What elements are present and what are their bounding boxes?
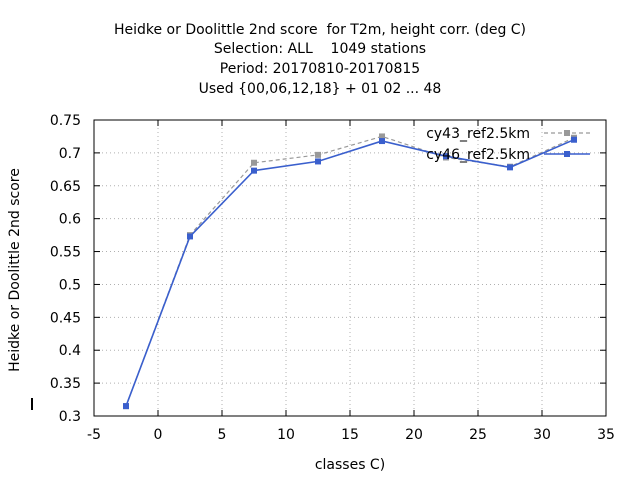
data-point	[251, 167, 257, 174]
data-point	[379, 138, 385, 145]
x-tick-label: 25	[469, 427, 487, 443]
data-point	[315, 151, 321, 158]
y-tick-label: 0.75	[50, 113, 81, 129]
data-point	[443, 153, 449, 160]
y-tick-label: 0.6	[59, 212, 81, 228]
legend-marker	[564, 130, 570, 136]
legend-label: cy46_ref2.5km	[426, 147, 530, 163]
x-tick-label: 35	[597, 427, 615, 443]
title-line-4: Used {00,06,12,18} + 01 02 ... 48	[198, 81, 442, 97]
y-tick-label: 0.45	[50, 310, 81, 326]
x-tick-label: 5	[218, 427, 227, 443]
x-tick-label: 30	[533, 427, 551, 443]
data-point	[187, 233, 193, 240]
title-line-2: Selection: ALL 1049 stations	[213, 41, 427, 57]
y-tick-label: 0.35	[50, 376, 81, 392]
y-tick-label: 0.55	[50, 245, 81, 261]
data-point	[123, 403, 129, 410]
series-line	[125, 135, 575, 407]
legend-label: cy43_ref2.5km	[426, 126, 530, 142]
legend-marker	[564, 151, 570, 157]
y-tick-label: 0.4	[59, 343, 81, 359]
x-tick-label: 15	[341, 427, 359, 443]
title-line-3: Period: 20170810-20170815	[219, 61, 421, 77]
data-point	[251, 159, 257, 166]
y-axis-label: Heidke or Doolittle 2nd score	[7, 168, 23, 372]
y-tick-label: 0.7	[59, 146, 81, 162]
data-point	[507, 164, 513, 171]
data-point	[379, 133, 385, 140]
y-tick-label: 0.3	[59, 409, 81, 425]
y-tick-label: 0.5	[59, 277, 81, 293]
x-tick-label: 20	[405, 427, 423, 443]
x-tick-label: -5	[87, 427, 101, 443]
x-tick-label: 0	[154, 427, 163, 443]
title-line-1: Heidke or Doolittle 2nd score for T2m, h…	[113, 22, 527, 38]
data-point	[315, 158, 321, 165]
data-point	[571, 136, 577, 143]
series-line	[125, 138, 575, 407]
x-tick-label: 10	[277, 427, 295, 443]
y-tick-label: 0.65	[50, 179, 81, 195]
x-axis-label: classes C)	[314, 457, 386, 473]
